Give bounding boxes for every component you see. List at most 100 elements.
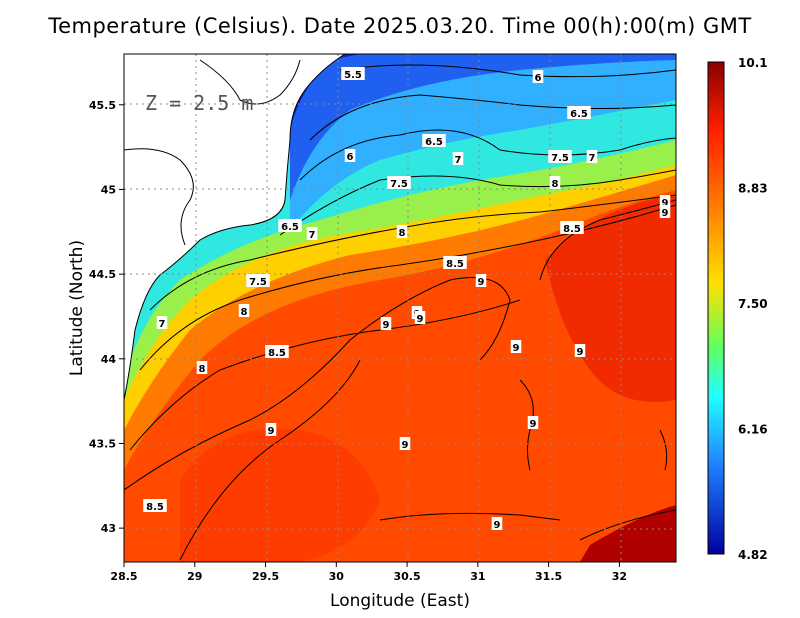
contour-label: 7: [309, 230, 316, 241]
contour-label-bg: [549, 176, 561, 189]
contour-label: 9: [402, 440, 409, 451]
contour-label-bg: [265, 423, 277, 436]
colorbar-label: 10.1: [738, 56, 768, 70]
warm-patch-southeast: [580, 505, 676, 562]
contour-label-bg: [306, 227, 318, 240]
contour-label-bg: [491, 517, 503, 530]
contour-label-bg: [143, 499, 167, 512]
contour-label: 6: [347, 152, 354, 163]
coastline-detail-2: [199, 59, 301, 105]
depth-label: Z = 2.5 m: [145, 91, 253, 115]
x-axis-label: Longitude (East): [330, 591, 470, 611]
colorbar-label: 7.50: [738, 297, 768, 311]
y-tick-label: 45: [101, 183, 116, 196]
contour-label: 7.5: [390, 179, 408, 190]
contour-label: 9: [478, 277, 485, 288]
contour-label: 6.5: [281, 222, 299, 233]
y-tick-label: 44.5: [89, 268, 116, 281]
contour-label-bg: [422, 134, 446, 147]
contour-label-bg: [532, 70, 544, 83]
contour-label-bg: [396, 225, 408, 238]
contour-label: 8: [241, 307, 248, 318]
contour-label: 8: [552, 179, 559, 190]
contour-label: 9: [662, 208, 669, 219]
contour-label-bg: [156, 316, 168, 329]
x-tick-label: 31: [470, 570, 485, 583]
coastline-detail-1: [124, 148, 194, 246]
contour-label-bg: [196, 361, 208, 374]
band-lightblue: [290, 54, 676, 230]
contour-label-bg: [659, 195, 671, 208]
contour-label-bg: [527, 416, 539, 429]
plot-frame: [123, 53, 677, 563]
contour-label-bg: [548, 150, 572, 163]
colorbar-label: 8.83: [738, 181, 768, 195]
y-tick-label: 44: [101, 353, 117, 366]
y-tick-label: 45.5: [89, 99, 116, 112]
contour-label-bg: [510, 340, 522, 353]
x-tick-label: 32: [612, 570, 627, 583]
contour-label: 6.5: [570, 109, 588, 120]
contour-label: 8.5: [446, 259, 464, 270]
band-blue: [290, 54, 676, 200]
contour-label: 7: [589, 153, 596, 164]
contour-label-bg: [574, 344, 586, 357]
x-tick-label: 30: [329, 570, 345, 583]
contour-label-bg: [265, 345, 289, 358]
contour-label: 9: [268, 426, 275, 437]
contour-label: 8: [199, 364, 206, 375]
contour-label-bg: [567, 106, 591, 119]
contour-label-bg: [344, 149, 356, 162]
contour-label: 8.5: [268, 348, 286, 359]
contour-label: 9: [530, 419, 537, 430]
contour-label-bg: [238, 304, 250, 317]
y-axis-label: Latitude (North): [67, 240, 87, 376]
colorbar-labels: 10.1 8.83 7.50 6.16 4.82: [738, 56, 768, 562]
x-tick-label: 31.5: [535, 570, 562, 583]
contour-label: 9: [577, 347, 584, 358]
contour-label-bg: [414, 311, 426, 324]
x-tick-label: 28.5: [110, 570, 137, 583]
coastline: [124, 54, 346, 401]
contour-label-bg: [443, 256, 467, 269]
contour-label-bg: [341, 67, 365, 80]
contour-label-bg: [387, 176, 411, 189]
contour-label: 8: [399, 228, 406, 239]
contour-label-bg: [659, 205, 671, 218]
contour-label-bg: [560, 221, 584, 234]
contour-label: 9: [662, 198, 669, 209]
contour-label-bg: [475, 274, 487, 287]
contour-label-bg: [399, 437, 411, 450]
contour-label: 9: [494, 520, 501, 531]
contour-label: 7: [159, 319, 166, 330]
contour-label-bg: [278, 219, 302, 232]
y-axis-ticks: 43 43.5 44 44.5 45 45.5: [89, 99, 124, 535]
colorbar: [707, 61, 725, 555]
contour-label-bg: [380, 317, 392, 330]
contour-label: 7.5: [551, 153, 569, 164]
y-tick-label: 43.5: [89, 437, 116, 450]
contour-label: 6: [535, 73, 542, 84]
y-tick-label: 43: [101, 522, 116, 535]
colorbar-label: 6.16: [738, 423, 768, 437]
contour-label: 8.5: [563, 224, 581, 235]
contour-label: 9: [417, 314, 424, 325]
x-axis-ticks: 28.5 29 29.5 30 30.5 31 31.5 32: [110, 562, 627, 583]
contour-label-bg: [586, 150, 598, 163]
x-tick-label: 29.5: [252, 570, 279, 583]
contour-label: 8.5: [146, 502, 164, 513]
contour-label-bg: [452, 152, 464, 165]
contour-label: 9: [383, 320, 390, 331]
x-tick-label: 29: [187, 570, 202, 583]
contour-label-bg: [246, 274, 270, 287]
contour-label: 9: [513, 343, 520, 354]
x-tick-label: 30.5: [394, 570, 421, 583]
contour-label: 6.5: [425, 137, 443, 148]
contour-label: 7: [455, 155, 462, 166]
colorbar-label: 4.82: [738, 548, 768, 562]
contour-label: 5.5: [344, 70, 362, 81]
contour-label: 7.5: [249, 277, 267, 288]
